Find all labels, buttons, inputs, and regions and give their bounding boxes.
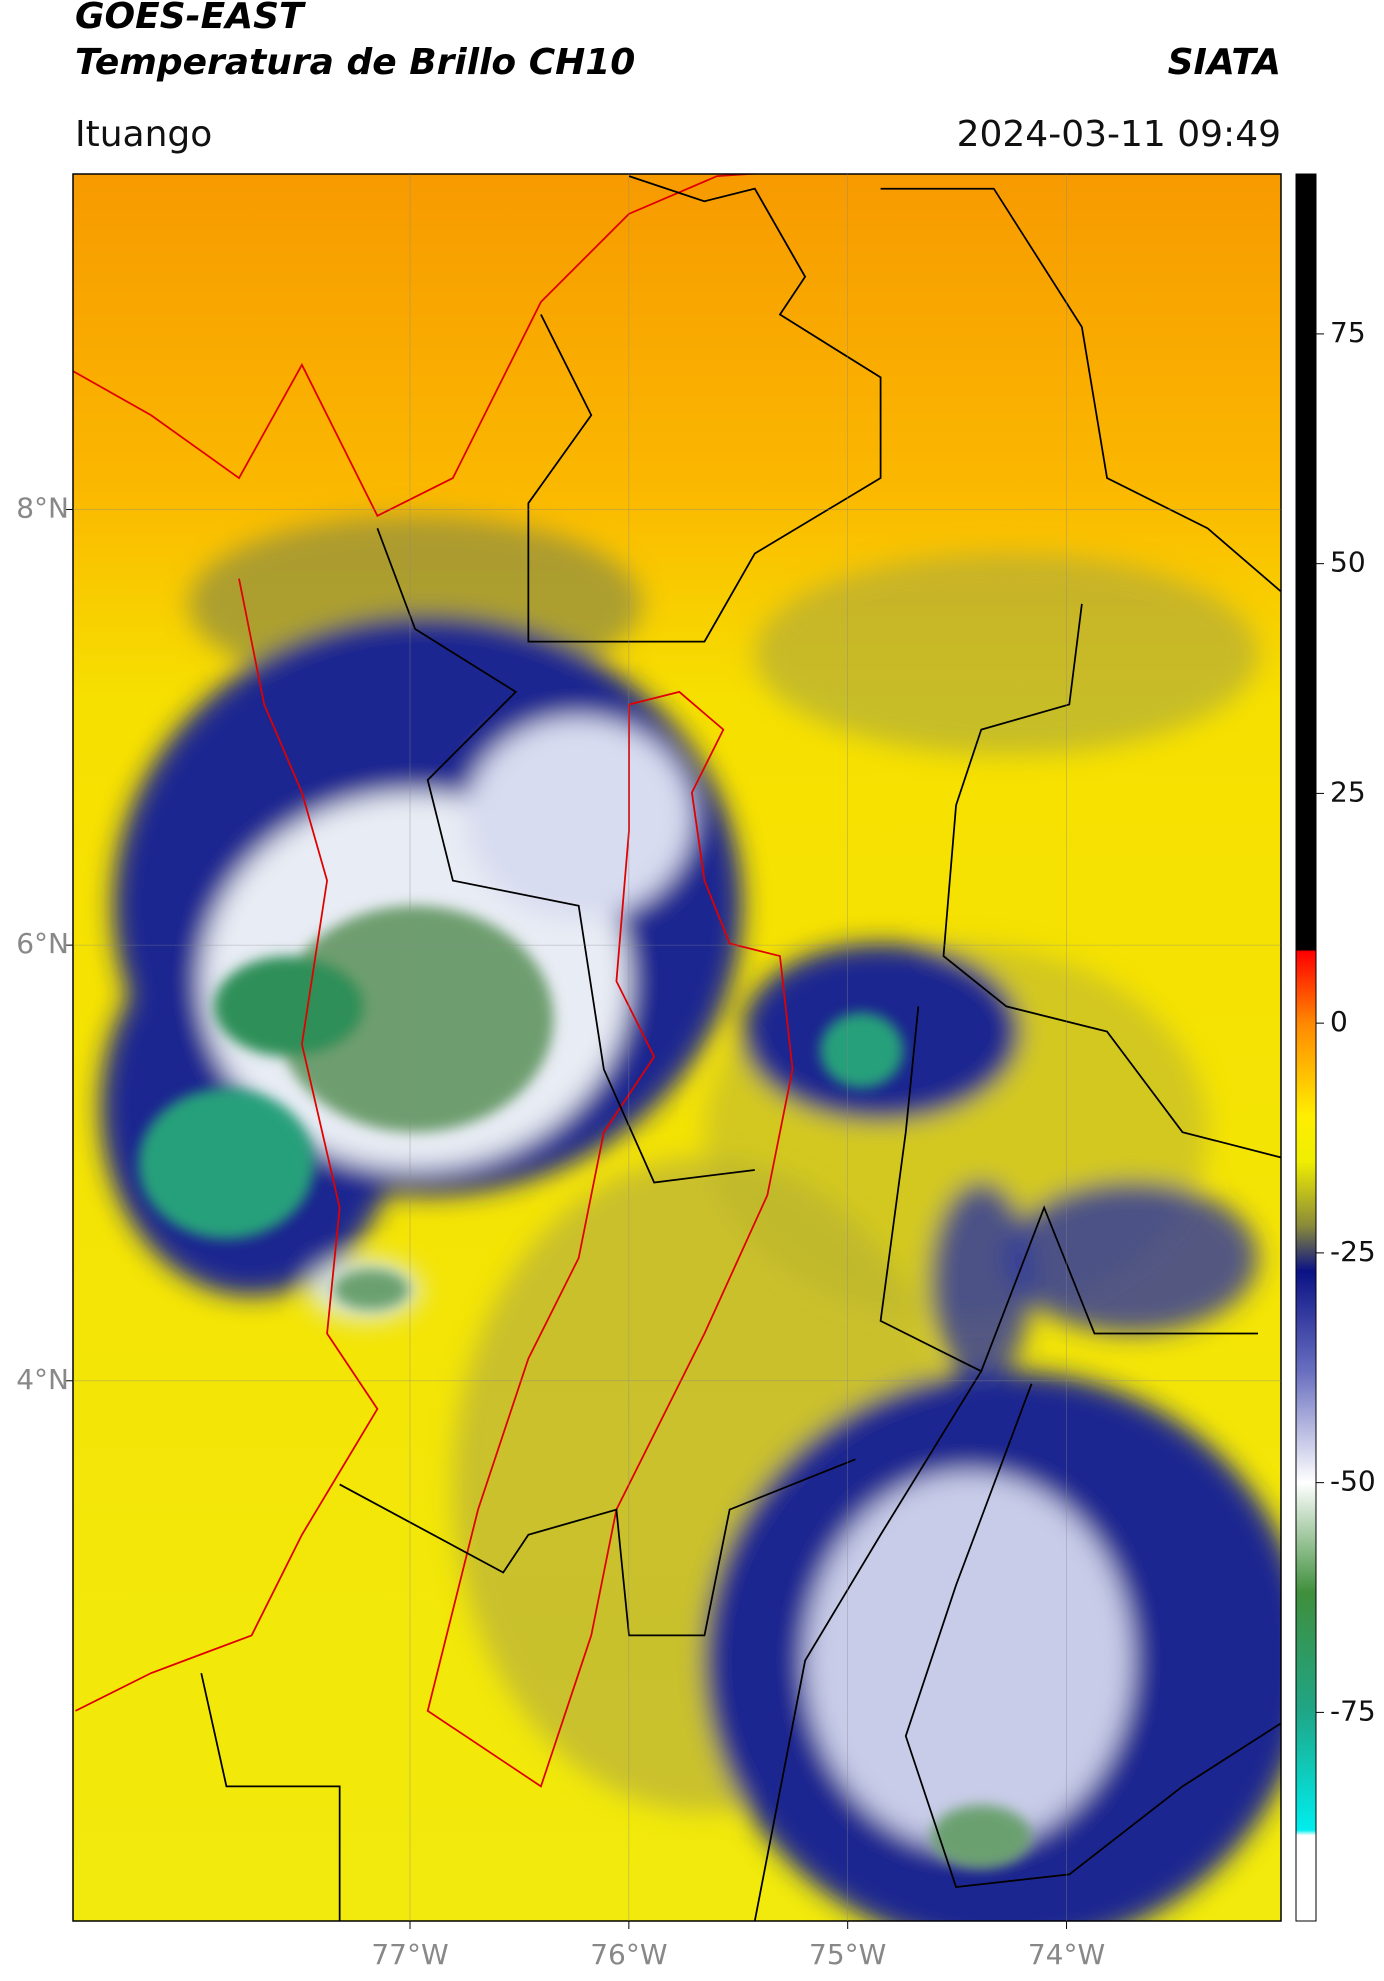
x-tick-label: 75°W	[809, 1938, 886, 1971]
satellite-image	[73, 174, 1281, 1921]
subtitle: Temperatura de Brillo CH10	[75, 42, 635, 83]
datetime: 2024-03-11 09:49	[957, 114, 1281, 155]
colorbar-tick-label: 0	[1330, 1005, 1348, 1038]
colorbar-tick-label: 50	[1330, 546, 1366, 579]
y-tick-label: 6°N	[16, 927, 69, 960]
y-tick-label: 4°N	[16, 1363, 69, 1396]
title: GOES-EAST	[75, 0, 306, 37]
x-tick-label: 77°W	[371, 1938, 448, 1971]
colorbar-tick-label: -50	[1330, 1465, 1376, 1498]
colorbar-tick-label: 75	[1330, 316, 1366, 349]
map-frame	[72, 173, 1282, 1922]
colorbar-tick-label: 25	[1330, 775, 1366, 808]
source: SIATA	[1168, 42, 1281, 83]
colorbar-tick-label: -75	[1330, 1694, 1376, 1727]
y-tick-label: 8°N	[16, 491, 69, 524]
x-tick-label: 74°W	[1028, 1938, 1105, 1971]
colorbar-tick-label: -25	[1330, 1235, 1376, 1268]
colorbar	[1295, 173, 1317, 1922]
x-tick-label: 76°W	[590, 1938, 667, 1971]
location: Ituango	[75, 114, 212, 155]
